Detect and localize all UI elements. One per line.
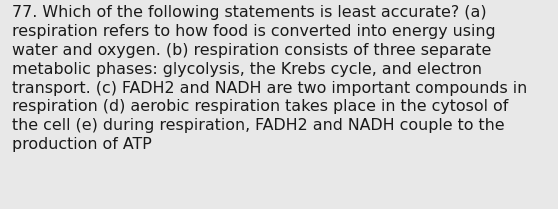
Text: 77. Which of the following statements is least accurate? (a)
respiration refers : 77. Which of the following statements is…	[12, 5, 527, 152]
